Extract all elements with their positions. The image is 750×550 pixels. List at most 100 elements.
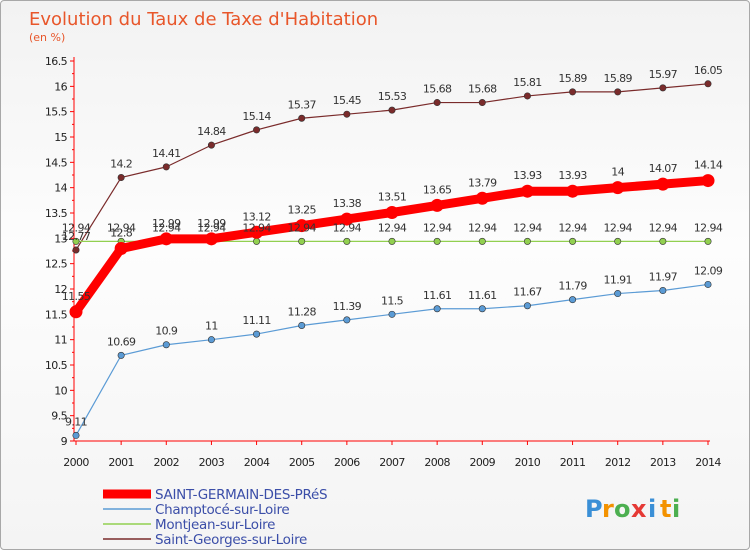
data-label: 11.97 [649, 271, 678, 284]
y-tick-label: 16 [54, 80, 67, 93]
data-label: 12.94 [423, 221, 452, 234]
y-tick-label: 13.5 [45, 207, 68, 220]
data-point [614, 237, 622, 245]
data-point [478, 305, 486, 313]
data-point [253, 330, 261, 338]
series-0 [69, 174, 715, 319]
data-label: 12.77 [62, 230, 91, 243]
data-label: 12.94 [62, 221, 91, 234]
data-label: 12.94 [468, 221, 497, 234]
data-label: 10.9 [155, 325, 178, 338]
x-tick-label: 2011 [560, 456, 586, 469]
data-point [69, 305, 83, 319]
data-point [388, 237, 396, 245]
y-tick-label: 13 [54, 232, 67, 245]
data-point [656, 177, 670, 191]
data-point [566, 184, 580, 198]
data-point [433, 305, 441, 313]
data-point [253, 237, 261, 245]
series-1 [72, 280, 712, 439]
data-label: 15.81 [513, 76, 542, 89]
data-label: 13.38 [333, 197, 362, 210]
data-label: 12.94 [197, 221, 226, 234]
logo-letter: i [648, 495, 656, 523]
data-point [569, 296, 577, 304]
logo-letter: x [631, 495, 647, 523]
data-label: 13.25 [287, 204, 316, 217]
data-label: 12.94 [287, 221, 316, 234]
data-point [659, 237, 667, 245]
data-label: 15.68 [468, 83, 497, 96]
data-label: 12.94 [152, 221, 181, 234]
data-label: 13.12 [242, 210, 271, 223]
data-label: 12.99 [152, 217, 181, 230]
x-tick-label: 2001 [108, 456, 134, 469]
data-point [611, 181, 625, 195]
data-label: 11.91 [603, 274, 632, 287]
data-label: 15.97 [649, 68, 678, 81]
data-point [704, 237, 712, 245]
data-label: 16.05 [694, 64, 723, 77]
data-label: 13.93 [513, 169, 542, 182]
data-label: 13.93 [558, 169, 587, 182]
data-point [430, 198, 444, 212]
data-point [475, 191, 489, 205]
data-point [207, 141, 215, 149]
data-label: 13.51 [378, 190, 407, 203]
x-tick-label: 2009 [469, 456, 495, 469]
data-label: 11.55 [62, 290, 91, 303]
data-point [162, 341, 170, 349]
series-layer [69, 80, 715, 439]
legend-item-2: Montjean-sur-Loire [103, 517, 275, 533]
x-tick-label: 2007 [379, 456, 405, 469]
y-tick-label: 9 [61, 435, 68, 448]
data-label: 12.94 [603, 221, 632, 234]
data-label: 15.89 [558, 72, 587, 85]
data-label: 13.79 [468, 176, 497, 189]
x-tick-label: 2003 [199, 456, 225, 469]
data-point [659, 287, 667, 295]
data-label: 12.99 [197, 217, 226, 230]
data-point [614, 290, 622, 298]
logo-letter: o [614, 495, 631, 523]
data-point [520, 184, 534, 198]
data-point [569, 88, 577, 96]
data-label: 11.11 [242, 314, 271, 327]
y-tick-label: 10.5 [45, 359, 68, 372]
x-tick-label: 2002 [153, 456, 179, 469]
logo-letter: i [672, 495, 680, 523]
chart-subtitle: (en %) [29, 31, 65, 44]
data-label: 15.14 [242, 110, 271, 123]
y-tick-label: 14.5 [45, 156, 68, 169]
data-label: 15.37 [287, 98, 316, 111]
x-tick-label: 2004 [244, 456, 270, 469]
data-label: 14.07 [649, 162, 678, 175]
data-label: 14.14 [694, 159, 723, 172]
data-label: 11.67 [513, 286, 542, 299]
y-tick-label: 10 [54, 384, 67, 397]
y-tick-label: 11 [54, 334, 67, 347]
data-point [523, 92, 531, 100]
data-point [117, 351, 125, 359]
legend-label: Saint-Georges-sur-Loire [155, 532, 307, 548]
data-label: 11.39 [333, 300, 362, 313]
data-point [162, 163, 170, 171]
data-point [298, 321, 306, 329]
legend-label: SAINT-GERMAIN-DES-PRéS [155, 487, 327, 503]
y-tick-label: 9.5 [51, 410, 67, 423]
data-point [207, 336, 215, 344]
data-label: 14 [611, 166, 624, 179]
x-tick-label: 2006 [334, 456, 360, 469]
data-label: 11.5 [381, 294, 404, 307]
data-point [117, 174, 125, 182]
legend-item-0: SAINT-GERMAIN-DES-PRéS [103, 487, 328, 503]
data-point [704, 280, 712, 288]
data-point [388, 310, 396, 318]
y-tick-label: 11.5 [45, 308, 68, 321]
x-tick-label: 2000 [63, 456, 89, 469]
legend-item-3: Saint-Georges-sur-Loire [103, 532, 307, 548]
x-tick-label: 2012 [605, 456, 631, 469]
data-label: 12.8 [110, 226, 133, 239]
x-tick-label: 2014 [695, 456, 721, 469]
